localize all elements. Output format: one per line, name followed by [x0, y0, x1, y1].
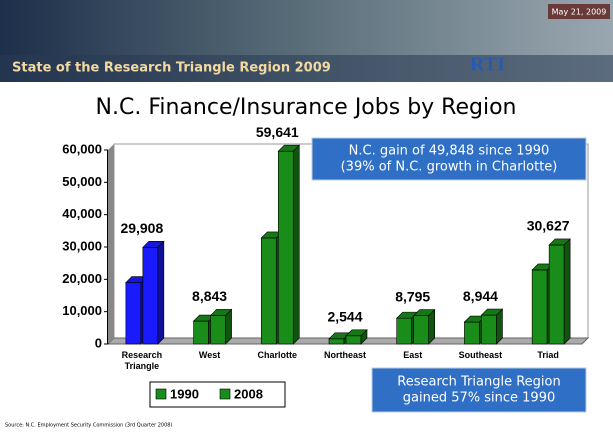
bar-front	[481, 315, 496, 344]
annotation-text: (39% of N.C. growth in Charlotte)	[341, 160, 558, 175]
bar-front	[397, 318, 412, 344]
chart: State of the Research Triangle Region 20…	[0, 0, 613, 432]
value-label: 8,843	[192, 288, 227, 304]
value-label: 30,627	[527, 218, 570, 234]
bar	[211, 309, 232, 344]
annotation-text: Research Triangle Region	[397, 375, 560, 390]
chart-title: N.C. Finance/Insurance Jobs by Region	[96, 95, 517, 120]
bar-front	[329, 339, 344, 344]
value-label: 8,944	[463, 288, 498, 304]
bar	[481, 309, 502, 344]
bar-front	[261, 238, 276, 344]
bar-front	[346, 336, 361, 344]
bar	[549, 239, 570, 344]
x-tick-label: Southeast	[445, 350, 515, 361]
annotation-text: N.C. gain of 49,848 since 1990	[349, 144, 550, 159]
x-tick-label: Research Triangle	[107, 350, 177, 372]
slide: State of the Research Triangle Region 20…	[0, 0, 613, 432]
bar-front	[278, 151, 293, 344]
value-label: 29,908	[120, 220, 163, 236]
y-tick-label: 20,000	[62, 271, 102, 286]
x-tick-label: West	[175, 350, 245, 361]
x-tick-label: East	[378, 350, 448, 361]
x-tick-label: Northeast	[310, 350, 380, 361]
y-tick-label: 30,000	[62, 238, 102, 253]
bar-front	[414, 316, 429, 344]
bar	[414, 310, 435, 344]
bar-side	[564, 239, 570, 344]
bar-front	[464, 322, 479, 344]
legend-label: 2008	[234, 386, 263, 401]
bar-side	[293, 145, 299, 344]
y-tick-label: 50,000	[62, 174, 102, 189]
y-tick-label: 60,000	[62, 141, 102, 156]
y-tick-label: 10,000	[62, 303, 102, 318]
banner-title: State of the Research Triangle Region 20…	[12, 61, 331, 76]
legend-swatch	[220, 389, 230, 399]
annotation-text: gained 57% since 1990	[403, 391, 555, 406]
x-tick-label: Triad	[513, 350, 583, 361]
bar-front	[126, 283, 141, 344]
value-label: 8,795	[395, 288, 430, 304]
side-wall	[108, 144, 114, 344]
bar	[143, 241, 164, 344]
logo: RTI	[470, 54, 505, 76]
bar	[278, 145, 299, 344]
bar-front	[194, 321, 209, 344]
bar-front	[532, 270, 547, 344]
y-tick-label: 40,000	[62, 206, 102, 221]
bar-front	[549, 245, 564, 344]
legend-label: 1990	[170, 386, 199, 401]
x-tick-label: Charlotte	[242, 350, 312, 361]
value-label: 2,544	[327, 308, 362, 324]
bar-side	[158, 241, 164, 344]
source: Source: N.C. Employment Security Commiss…	[5, 423, 172, 429]
legend-swatch	[156, 389, 166, 399]
value-label: 59,641	[256, 124, 299, 140]
date: May 21, 2009	[552, 8, 607, 17]
bar-front	[211, 315, 226, 344]
bar-front	[143, 247, 158, 344]
y-tick-label: 0	[95, 335, 102, 350]
